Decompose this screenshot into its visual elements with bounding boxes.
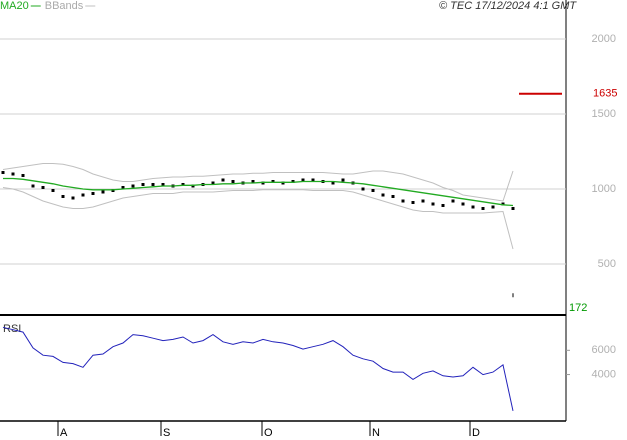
- x-tick-label: S: [163, 427, 170, 439]
- series-line: [2, 187, 514, 250]
- source-text: © TEC 17/12/2024 4:1 GMT: [439, 0, 577, 12]
- price-dot: [71, 196, 75, 200]
- price-dot: [281, 181, 285, 185]
- price-dot: [111, 189, 115, 192]
- price-dot: [451, 199, 455, 203]
- price-dot: [501, 202, 505, 206]
- x-tick-label: N: [372, 427, 380, 439]
- price-dot: [431, 202, 435, 206]
- price-dot: [251, 180, 255, 183]
- legend-label: MA20: [0, 0, 29, 12]
- price-dot: [401, 199, 405, 203]
- price-dot: [181, 183, 185, 186]
- price-dot: [341, 178, 345, 182]
- series-line: [3, 177, 514, 207]
- price-dot: [421, 199, 425, 203]
- price-dot: [371, 189, 375, 192]
- price-dot: [301, 178, 305, 182]
- price-dot: [141, 183, 145, 186]
- price-dot: [361, 187, 365, 191]
- y-tick-label: 4000: [592, 368, 616, 380]
- price-dot: [191, 184, 195, 188]
- price-dot: [491, 205, 495, 209]
- price-dot: [131, 184, 135, 188]
- price-dot: [461, 202, 465, 206]
- y-tick-label: 6000: [592, 344, 616, 356]
- price-dot: [101, 190, 105, 194]
- y-tick-label: 2000: [592, 33, 616, 45]
- price-dot: [411, 201, 415, 204]
- price-marker-label: 1635: [593, 88, 617, 100]
- price-dot: [51, 189, 55, 192]
- y-tick-label: 1000: [592, 183, 616, 195]
- price-dot: [61, 195, 65, 198]
- price-dot: [261, 181, 265, 185]
- price-dot: [511, 207, 515, 210]
- price-dot: [381, 193, 385, 197]
- price-dot: [391, 195, 395, 198]
- x-tick-label: D: [472, 427, 480, 439]
- price-dot: [311, 178, 315, 182]
- price-dot: [221, 178, 225, 182]
- price-dot: [291, 180, 295, 183]
- price-dot: [441, 204, 445, 207]
- price-dot: [161, 183, 165, 186]
- price-dot: [21, 174, 25, 177]
- price-dot: [471, 205, 475, 209]
- price-dot: [151, 183, 155, 186]
- price-dot: [481, 207, 485, 210]
- price-dot: [121, 186, 125, 189]
- price-dot: [1, 171, 5, 174]
- series-line: [2, 326, 514, 412]
- price-dot: [271, 180, 275, 183]
- price-dot: [91, 192, 95, 195]
- price-dot: [41, 186, 45, 189]
- rsi-title: RSI: [3, 323, 21, 335]
- price-dot: [231, 180, 235, 183]
- price-dot: [31, 184, 35, 188]
- legend-label: BBands: [45, 0, 84, 12]
- price-dot: [11, 172, 15, 176]
- series-line: [2, 163, 514, 202]
- price-dot: [81, 193, 85, 197]
- price-dot: [331, 181, 335, 185]
- price-dot: [211, 181, 215, 185]
- y-tick-label: 1500: [592, 108, 616, 120]
- low-marker-label: 172: [569, 302, 587, 314]
- y-tick-label: 500: [598, 258, 616, 270]
- x-tick-label: A: [60, 427, 68, 439]
- x-tick-label: O: [264, 427, 273, 439]
